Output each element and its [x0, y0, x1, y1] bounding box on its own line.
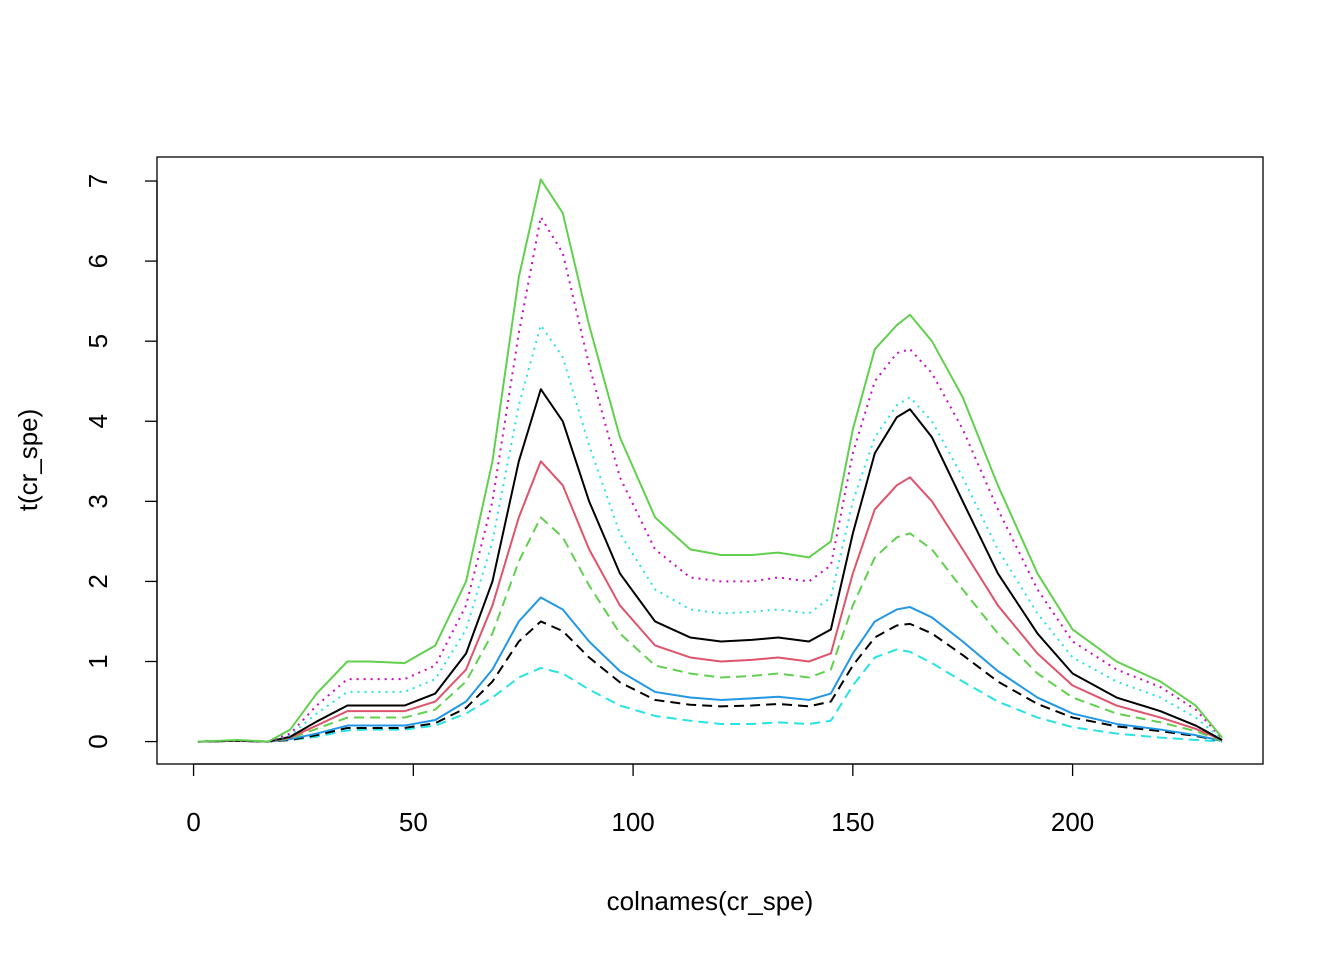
series-line [197, 178, 1223, 743]
x-tick-label: 200 [1051, 807, 1094, 837]
series-line [197, 620, 1223, 743]
x-tick-label: 0 [186, 807, 200, 837]
series-line [197, 388, 1223, 743]
series-line [197, 460, 1223, 743]
plot-frame [156, 156, 1264, 765]
series-line [197, 516, 1223, 743]
y-tick-label: 7 [83, 174, 113, 188]
series-line [197, 216, 1223, 743]
series-line [197, 648, 1223, 743]
x-tick-label: 100 [611, 807, 654, 837]
y-axis-label: t(cr_spe) [13, 409, 43, 512]
y-tick-label: 2 [83, 574, 113, 588]
x-tick-label: 50 [399, 807, 428, 837]
y-tick-label: 3 [83, 494, 113, 508]
y-tick-label: 5 [83, 334, 113, 348]
series-line [197, 324, 1223, 743]
y-tick-label: 0 [83, 734, 113, 748]
x-axis-label: colnames(cr_spe) [607, 886, 814, 916]
x-tick-label: 150 [831, 807, 874, 837]
y-tick-label: 1 [83, 654, 113, 668]
series-line [197, 596, 1223, 743]
y-tick-label: 6 [83, 254, 113, 268]
y-tick-label: 4 [83, 414, 113, 428]
